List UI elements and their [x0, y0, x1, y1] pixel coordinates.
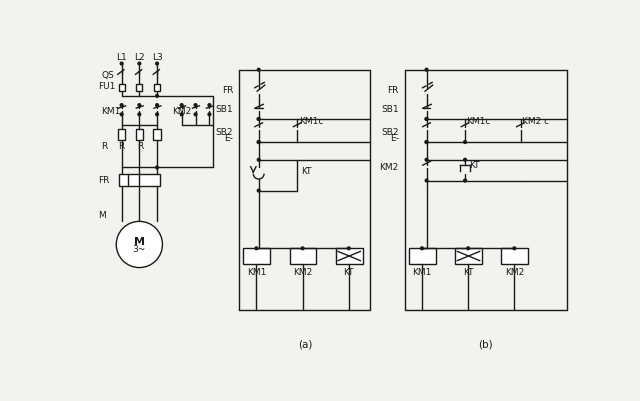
- Circle shape: [257, 141, 260, 144]
- Circle shape: [208, 113, 211, 116]
- Text: E-: E-: [390, 134, 399, 144]
- Bar: [336, 248, 363, 264]
- Text: L3: L3: [152, 53, 163, 62]
- Bar: [289, 248, 316, 264]
- Text: KT: KT: [344, 268, 354, 277]
- Text: FU1: FU1: [99, 82, 116, 91]
- Text: E-: E-: [225, 134, 234, 144]
- Circle shape: [420, 247, 423, 250]
- Circle shape: [301, 247, 304, 250]
- Text: KM2: KM2: [172, 107, 192, 116]
- Circle shape: [208, 104, 211, 107]
- Text: FR: FR: [222, 86, 234, 95]
- Bar: [154, 83, 160, 91]
- Text: FR: FR: [387, 86, 399, 95]
- Text: KM1: KM1: [246, 268, 266, 277]
- Circle shape: [180, 113, 183, 116]
- Circle shape: [138, 62, 141, 65]
- Text: L2: L2: [134, 53, 145, 62]
- Circle shape: [257, 117, 260, 120]
- Bar: [455, 248, 482, 264]
- Text: 3~: 3~: [132, 245, 146, 254]
- Circle shape: [257, 189, 260, 192]
- Bar: [136, 83, 143, 91]
- Text: KM1c: KM1c: [467, 117, 491, 126]
- Circle shape: [257, 158, 260, 161]
- Circle shape: [156, 166, 159, 169]
- Text: SB1: SB1: [216, 105, 234, 114]
- Circle shape: [156, 104, 159, 107]
- Bar: [409, 248, 436, 264]
- Circle shape: [425, 68, 428, 71]
- Text: M: M: [99, 211, 106, 221]
- Bar: [118, 83, 125, 91]
- Bar: [136, 129, 143, 140]
- Text: KM2 c: KM2 c: [522, 117, 549, 126]
- Circle shape: [463, 179, 467, 182]
- Text: KM2: KM2: [293, 268, 312, 277]
- Circle shape: [156, 62, 159, 65]
- Bar: [118, 129, 125, 140]
- Text: L1: L1: [116, 53, 127, 62]
- Bar: [243, 248, 270, 264]
- Circle shape: [120, 62, 123, 65]
- Circle shape: [120, 113, 123, 116]
- Text: KM1c: KM1c: [299, 117, 323, 126]
- Text: M: M: [134, 237, 145, 247]
- Text: KM2: KM2: [505, 268, 524, 277]
- Circle shape: [156, 113, 159, 116]
- Text: R: R: [101, 142, 107, 151]
- Text: SB1: SB1: [381, 105, 399, 114]
- Circle shape: [138, 104, 141, 107]
- Text: (b): (b): [479, 340, 493, 350]
- Circle shape: [463, 158, 467, 161]
- Text: KT: KT: [469, 162, 479, 170]
- Circle shape: [348, 247, 350, 250]
- Circle shape: [425, 158, 428, 161]
- Text: (a): (a): [298, 340, 312, 350]
- Circle shape: [467, 247, 470, 250]
- Circle shape: [116, 221, 163, 267]
- Text: QS: QS: [102, 71, 115, 80]
- Circle shape: [257, 68, 260, 71]
- Bar: [501, 248, 528, 264]
- Bar: [153, 129, 161, 140]
- Circle shape: [180, 104, 183, 107]
- Circle shape: [194, 113, 197, 116]
- Text: KM1: KM1: [412, 268, 431, 277]
- Text: KM2: KM2: [380, 163, 399, 172]
- Text: KT: KT: [301, 167, 312, 176]
- Text: KM1: KM1: [101, 107, 120, 116]
- Circle shape: [257, 117, 260, 120]
- Circle shape: [138, 113, 141, 116]
- Circle shape: [425, 117, 428, 120]
- Text: R: R: [118, 142, 125, 151]
- Circle shape: [255, 247, 258, 250]
- Circle shape: [425, 141, 428, 144]
- Circle shape: [156, 95, 159, 97]
- Text: R: R: [137, 142, 143, 151]
- Circle shape: [425, 141, 428, 144]
- Circle shape: [425, 179, 428, 182]
- Text: SB2: SB2: [216, 128, 234, 137]
- Circle shape: [425, 117, 428, 120]
- Circle shape: [257, 141, 260, 144]
- Circle shape: [120, 104, 123, 107]
- Text: FR: FR: [99, 176, 110, 185]
- Circle shape: [513, 247, 516, 250]
- Text: SB2: SB2: [381, 128, 399, 137]
- Bar: [118, 174, 160, 186]
- Circle shape: [194, 104, 197, 107]
- Text: KT: KT: [463, 268, 474, 277]
- Circle shape: [463, 141, 467, 144]
